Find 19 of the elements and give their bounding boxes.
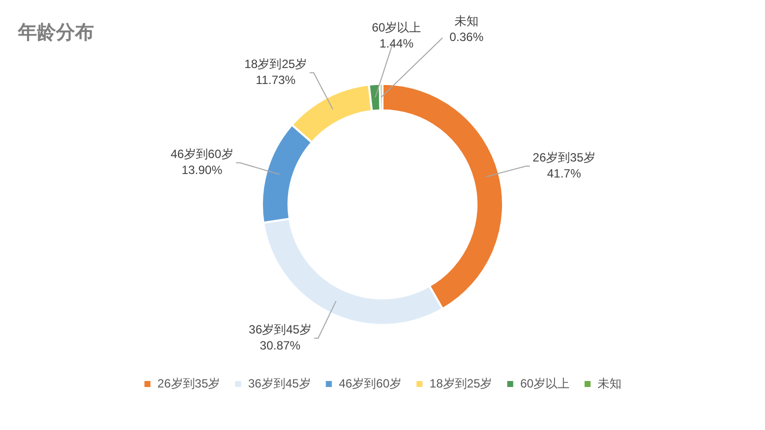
slice-label: 26岁到35岁 [532, 150, 596, 164]
slice-label: 18岁到25岁 [244, 57, 308, 72]
legend-label: 18岁到25岁 [430, 376, 492, 390]
legend-label: 未知 [598, 376, 622, 390]
legend-label: 36岁到45岁 [248, 376, 311, 390]
slice-label: 36岁到45岁 [248, 322, 312, 337]
legend-label: 26岁到35岁 [157, 376, 220, 390]
data-label: 41.7% [547, 166, 582, 180]
data-label: 0.36% [449, 30, 484, 44]
legend-label: 46岁到60岁 [338, 376, 402, 390]
data-label: 1.44% [379, 36, 414, 51]
data-label: 30.87% [260, 338, 301, 353]
slice-label: 46岁到60岁 [170, 147, 234, 162]
data-label: 13.90% [182, 163, 223, 178]
data-label: 11.73% [256, 73, 296, 88]
legend-label: 60岁以上 [520, 376, 570, 390]
slice-label: 未知 [454, 14, 478, 28]
chart-title: 年龄分布 [17, 22, 94, 44]
slice-label: 60岁以上 [372, 20, 422, 35]
